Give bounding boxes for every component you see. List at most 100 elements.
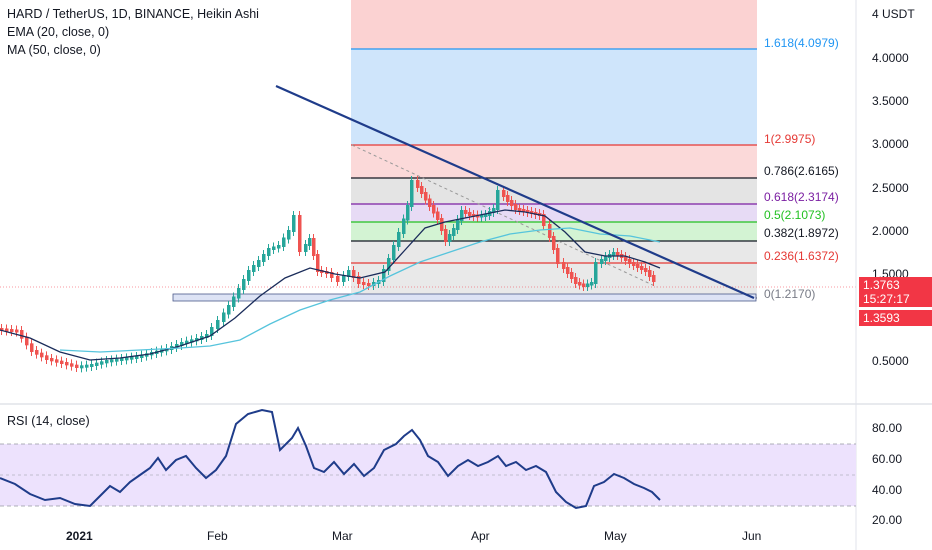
candle-body: [175, 344, 179, 348]
time-label-mar: Mar: [332, 529, 353, 543]
candle-body: [570, 272, 574, 279]
candle-body: [594, 262, 598, 284]
candle-body: [352, 270, 356, 278]
candle-body: [272, 246, 276, 250]
candle-body: [518, 208, 522, 211]
candle-body: [75, 364, 79, 368]
rsi-tick: 20.00: [872, 513, 903, 527]
current-price-tag[interactable]: 1.3763 15:27:17: [859, 277, 932, 307]
candle-body: [195, 338, 199, 342]
candle-body: [185, 340, 189, 344]
rsi-legend[interactable]: RSI (14, close): [7, 414, 90, 428]
candle-body: [552, 236, 556, 250]
candle-body: [277, 245, 281, 249]
candle-body: [410, 180, 414, 207]
price-tick: 3.0000: [872, 137, 909, 151]
candle-body: [652, 275, 656, 282]
fib-zone-0618-05: [351, 204, 757, 222]
fib-label-1: 1(2.9975): [764, 132, 816, 146]
fib-label-0382: 0.382(1.8972): [764, 226, 839, 240]
chart-title-legend[interactable]: HARD / TetherUS, 1D, BINANCE, Heikin Ash…: [7, 7, 259, 21]
candle-body: [502, 190, 506, 197]
candle-body: [636, 264, 640, 268]
candle-body: [70, 363, 74, 367]
candle-body: [428, 198, 432, 207]
fib-label-0786: 0.786(2.6165): [764, 164, 839, 178]
candle-body: [90, 364, 94, 367]
candle-body: [25, 336, 29, 346]
candle-body: [100, 361, 104, 365]
candle-body: [496, 190, 500, 210]
candle-body: [362, 282, 366, 285]
candle-body: [367, 283, 371, 286]
candle-body: [292, 215, 296, 232]
candle-body: [55, 359, 59, 363]
candle-body: [526, 210, 530, 213]
candle-body: [262, 254, 266, 262]
candle-body: [556, 248, 560, 264]
candle-body: [237, 288, 241, 299]
candle-body: [432, 205, 436, 214]
price-axis[interactable]: 4 USDT 4.0000 3.5000 3.0000 2.5000 2.000…: [856, 0, 932, 550]
candle-body: [316, 254, 320, 272]
price-tick: 3.5000: [872, 94, 909, 108]
fib-zone-above-1618: [351, 0, 757, 49]
candle-body: [436, 211, 440, 220]
candle-body: [282, 237, 286, 247]
candle-body: [456, 219, 460, 230]
time-label-may: May: [604, 529, 627, 543]
candle-body: [232, 296, 236, 307]
candle-body: [492, 208, 496, 213]
trendline[interactable]: [275, 84, 755, 300]
fib-label-1618: 1.618(4.0979): [764, 36, 839, 50]
ma-price-tag[interactable]: 1.3593: [859, 310, 932, 326]
candle-body: [612, 252, 616, 256]
candle-body: [200, 336, 204, 340]
candle-body: [267, 248, 271, 256]
price-tick: 2.5000: [872, 181, 909, 195]
candle-body: [95, 362, 99, 366]
candle-body: [298, 215, 302, 252]
candle-body: [5, 328, 9, 332]
ma-legend[interactable]: MA (50, close, 0): [7, 43, 101, 57]
candle-body: [440, 218, 444, 231]
fib-zone-1618-1: [351, 49, 757, 145]
support-band[interactable]: [172, 293, 757, 302]
candle-body: [562, 262, 566, 269]
candle-body: [644, 268, 648, 272]
candle-body: [542, 214, 546, 226]
candle-body: [140, 354, 144, 358]
candle-body: [85, 364, 89, 368]
candle-body: [514, 204, 518, 210]
candle-body: [342, 275, 346, 282]
candle-body: [190, 339, 194, 343]
candle-body: [452, 228, 456, 236]
candle-body: [578, 282, 582, 286]
price-axis-unit[interactable]: 4 USDT: [872, 7, 915, 21]
candle-body: [320, 270, 324, 273]
candle-body: [216, 320, 220, 329]
candle-body: [40, 352, 44, 358]
candle-body: [287, 230, 291, 240]
time-label-2021: 2021: [66, 529, 93, 543]
ema-legend[interactable]: EMA (20, close, 0): [7, 25, 110, 39]
candle-body: [347, 270, 351, 277]
candle-body: [336, 276, 340, 282]
candle-body: [424, 192, 428, 201]
candle-body: [257, 260, 261, 267]
candle-body: [10, 329, 14, 332]
candle-body: [252, 265, 256, 272]
rsi-line: [0, 408, 661, 510]
candle-body: [312, 238, 316, 256]
candle-body: [205, 334, 209, 338]
candle-body: [420, 186, 424, 194]
candle-body: [222, 312, 226, 322]
candle-body: [247, 270, 251, 281]
candle-body: [227, 305, 231, 315]
candle-body: [574, 277, 578, 284]
candle-body: [616, 252, 620, 256]
time-label-apr: Apr: [471, 529, 490, 543]
candle-body: [530, 211, 534, 214]
candle-body: [406, 205, 410, 221]
